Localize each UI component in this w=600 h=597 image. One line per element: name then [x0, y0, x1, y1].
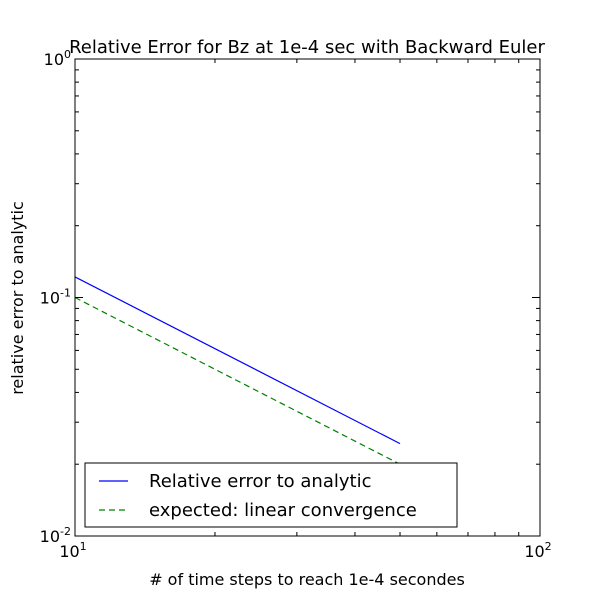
legend-entries: Relative error to analytic expected: line…: [99, 471, 417, 521]
x-axis-label: # of time steps to reach 1e-4 secondes: [149, 570, 465, 589]
legend-label-1: Relative error to analytic: [149, 471, 371, 492]
ticks-layer: [74, 58, 541, 537]
series-line-2: [75, 296, 401, 465]
legend-box: [84, 462, 458, 528]
x-tick-label: 101: [59, 540, 86, 561]
series-line-1: [75, 276, 401, 445]
y-tick-label: 10-2: [40, 525, 71, 546]
tick-labels-layer: 101 102 10-2 10-1 100: [40, 48, 552, 561]
legend: Relative error to analytic expected: line…: [84, 462, 458, 528]
series-layer: [75, 276, 401, 465]
y-axis-label: relative error to analytic: [8, 201, 27, 395]
y-tick-label: 10-1: [40, 287, 71, 308]
chart-title: Relative Error for Bz at 1e-4 sec with B…: [69, 37, 545, 58]
legend-label-2: expected: linear convergence: [149, 500, 417, 521]
y-tick-label: 100: [44, 48, 71, 69]
x-tick-label: 102: [524, 540, 551, 561]
